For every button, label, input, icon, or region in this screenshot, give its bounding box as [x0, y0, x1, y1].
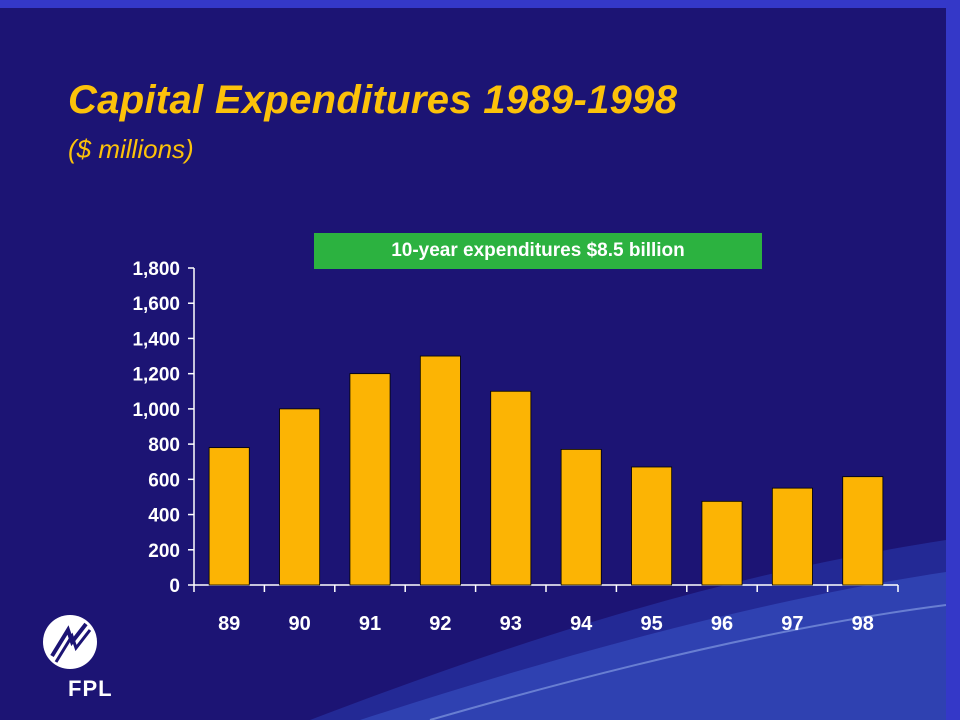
y-tick-label: 1,000 [132, 400, 180, 421]
y-tick-label: 600 [148, 470, 180, 491]
bar-90 [279, 408, 321, 586]
x-category-label: 91 [359, 613, 381, 635]
y-tick-label: 400 [148, 506, 180, 527]
fpl-logo-icon [43, 615, 97, 669]
bar-89 [208, 447, 250, 586]
bar-98 [842, 476, 884, 586]
y-tick-labels: 0 200 400 600 800 1,000 1,200 1,400 1,600 1,800 [132, 259, 180, 597]
bar-96 [701, 500, 743, 586]
top-accent-band [0, 0, 960, 8]
bar-95 [631, 466, 673, 586]
bar-93 [490, 390, 532, 586]
y-tick-label: 1,800 [132, 259, 180, 280]
bar-94 [560, 448, 602, 586]
y-tick-label: 800 [148, 435, 180, 456]
x-category-label: 92 [429, 613, 451, 635]
x-category-label: 89 [218, 613, 240, 635]
bar-92 [419, 355, 461, 586]
y-tick-label: 0 [169, 576, 180, 597]
chart-bars [208, 355, 884, 586]
y-tick-label: 1,400 [132, 329, 180, 350]
total-expenditures-callout: 10-year expenditures $8.5 billion [314, 233, 762, 269]
right-accent-band [946, 0, 960, 720]
x-category-label: 96 [711, 613, 733, 635]
y-tick-label: 200 [148, 541, 180, 562]
fpl-logo-text: FPL [68, 676, 113, 701]
x-category-label: 97 [781, 613, 803, 635]
y-tick-label: 1,200 [132, 365, 180, 386]
x-tick-labels: 89 90 91 92 93 94 95 96 97 98 [218, 613, 874, 635]
x-category-label: 94 [570, 613, 593, 635]
x-category-label: 98 [852, 613, 874, 635]
x-category-label: 93 [500, 613, 522, 635]
x-category-label: 90 [288, 613, 310, 635]
bar-97 [771, 487, 813, 586]
bar-91 [349, 373, 391, 586]
slide-title: Capital Expenditures 1989-1998 [68, 78, 678, 122]
y-tick-label: 1,600 [132, 294, 180, 315]
slide-subtitle: ($ millions) [68, 134, 194, 164]
x-category-label: 95 [640, 613, 662, 635]
